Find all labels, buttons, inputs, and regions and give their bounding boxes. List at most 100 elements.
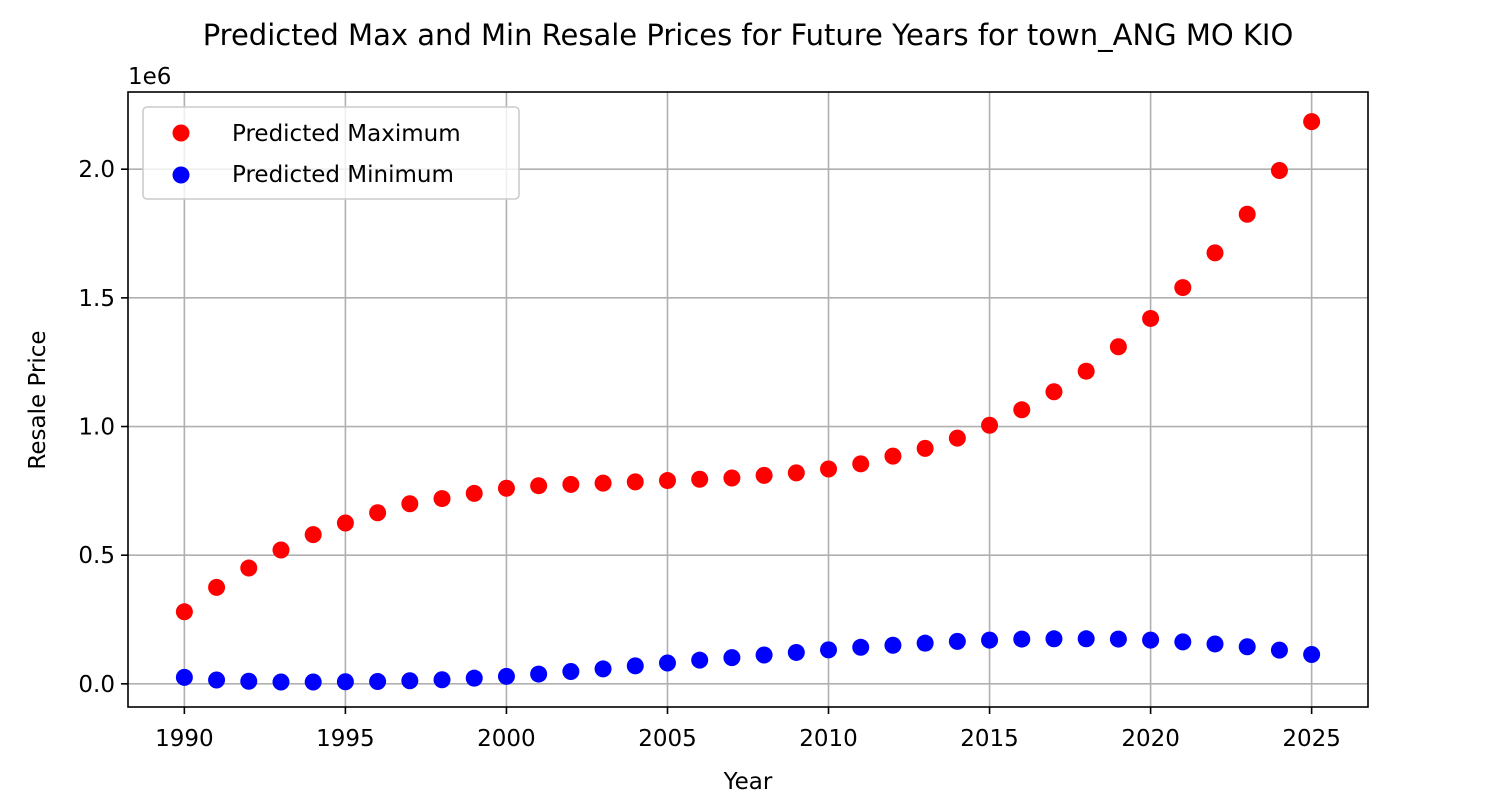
y-tick-label: 1.5 xyxy=(78,286,115,312)
point-predicted-maximum xyxy=(755,466,773,484)
point-predicted-maximum xyxy=(981,416,999,434)
point-predicted-maximum xyxy=(1270,161,1288,179)
point-predicted-maximum xyxy=(1077,362,1095,380)
x-tick-label: 2010 xyxy=(799,726,858,752)
point-predicted-minimum xyxy=(1109,630,1127,648)
point-predicted-minimum xyxy=(1077,630,1095,648)
y-axis-label: Resale Price xyxy=(25,330,51,469)
point-predicted-minimum xyxy=(304,673,322,691)
legend-label-predicted-maximum: Predicted Maximum xyxy=(232,121,461,147)
point-predicted-minimum xyxy=(948,632,966,650)
point-predicted-minimum xyxy=(755,646,773,664)
data-points xyxy=(175,113,1321,691)
x-tick-label: 1990 xyxy=(155,726,214,752)
point-predicted-maximum xyxy=(562,475,580,493)
point-predicted-minimum xyxy=(884,636,902,654)
point-predicted-minimum xyxy=(1174,633,1192,651)
point-predicted-minimum xyxy=(1270,641,1288,659)
point-predicted-maximum xyxy=(1045,383,1063,401)
point-predicted-maximum xyxy=(465,484,483,502)
point-predicted-maximum xyxy=(208,578,226,596)
point-predicted-minimum xyxy=(272,673,290,691)
point-predicted-maximum xyxy=(1303,113,1321,131)
point-predicted-maximum xyxy=(594,474,612,492)
point-predicted-maximum xyxy=(787,464,805,482)
series-predicted-maximum xyxy=(175,113,1321,621)
point-predicted-maximum xyxy=(626,473,644,491)
x-tick-label: 2000 xyxy=(477,726,536,752)
point-predicted-maximum xyxy=(723,469,741,487)
point-predicted-minimum xyxy=(336,673,354,691)
point-predicted-maximum xyxy=(1109,338,1127,356)
point-predicted-minimum xyxy=(787,643,805,661)
point-predicted-minimum xyxy=(916,634,934,652)
y-axis-offset-label: 1e6 xyxy=(128,64,171,90)
point-predicted-maximum xyxy=(1142,309,1160,327)
legend-label-predicted-minimum: Predicted Minimum xyxy=(232,162,454,188)
point-predicted-minimum xyxy=(723,649,741,667)
x-tick-label: 1995 xyxy=(316,726,375,752)
point-predicted-maximum xyxy=(433,490,451,508)
legend-marker-predicted-minimum xyxy=(172,166,190,184)
point-predicted-minimum xyxy=(626,657,644,675)
x-tick-label: 2015 xyxy=(960,726,1019,752)
x-axis-ticks: 1990 1995 2000 2005 2010 2015 2020 2025 xyxy=(155,707,1341,752)
point-predicted-minimum xyxy=(658,654,676,672)
x-tick-label: 2020 xyxy=(1121,726,1180,752)
plot-frame xyxy=(127,91,1369,708)
point-predicted-maximum xyxy=(916,439,934,457)
point-predicted-maximum xyxy=(401,495,419,513)
legend: Predicted Maximum Predicted Minimum xyxy=(142,106,520,200)
point-predicted-maximum xyxy=(240,559,258,577)
point-predicted-maximum xyxy=(1206,244,1224,262)
y-tick-label: 1.0 xyxy=(78,415,115,441)
point-predicted-minimum xyxy=(1206,635,1224,653)
point-predicted-minimum xyxy=(820,641,838,659)
point-predicted-maximum xyxy=(304,526,322,544)
point-predicted-minimum xyxy=(594,660,612,678)
x-axis-label: Year xyxy=(723,769,773,795)
point-predicted-minimum xyxy=(208,671,226,689)
point-predicted-minimum xyxy=(1013,630,1031,648)
point-predicted-minimum xyxy=(1142,631,1160,649)
point-predicted-minimum xyxy=(530,665,548,683)
point-predicted-maximum xyxy=(852,455,870,473)
chart-title: Predicted Max and Min Resale Prices for … xyxy=(203,18,1294,52)
point-predicted-maximum xyxy=(272,541,290,559)
point-predicted-minimum xyxy=(981,631,999,649)
point-predicted-minimum xyxy=(1303,646,1321,664)
point-predicted-minimum xyxy=(175,668,193,686)
point-predicted-minimum xyxy=(1045,630,1063,648)
legend-box xyxy=(142,106,520,200)
point-predicted-maximum xyxy=(691,470,709,488)
point-predicted-minimum xyxy=(369,673,387,691)
point-predicted-minimum xyxy=(1238,638,1256,656)
point-predicted-minimum xyxy=(562,662,580,680)
point-predicted-maximum xyxy=(948,429,966,447)
x-tick-label: 2025 xyxy=(1282,726,1341,752)
point-predicted-maximum xyxy=(1238,205,1256,223)
point-predicted-maximum xyxy=(497,479,515,497)
point-predicted-maximum xyxy=(175,603,193,621)
y-tick-label: 0.5 xyxy=(78,543,115,569)
point-predicted-maximum xyxy=(1013,401,1031,419)
x-tick-label: 2005 xyxy=(638,726,697,752)
point-predicted-minimum xyxy=(433,671,451,689)
point-predicted-maximum xyxy=(336,514,354,532)
point-predicted-maximum xyxy=(820,460,838,478)
legend-marker-predicted-maximum xyxy=(172,124,190,142)
point-predicted-minimum xyxy=(240,672,258,690)
point-predicted-maximum xyxy=(530,477,548,495)
point-predicted-maximum xyxy=(369,504,387,522)
point-predicted-minimum xyxy=(691,651,709,669)
point-predicted-maximum xyxy=(658,472,676,490)
point-predicted-maximum xyxy=(1174,279,1192,297)
y-tick-label: 2.0 xyxy=(78,157,115,183)
point-predicted-minimum xyxy=(465,669,483,687)
point-predicted-minimum xyxy=(401,672,419,690)
point-predicted-minimum xyxy=(497,667,515,685)
point-predicted-maximum xyxy=(884,447,902,465)
series-predicted-minimum xyxy=(175,630,1321,691)
point-predicted-minimum xyxy=(852,638,870,656)
